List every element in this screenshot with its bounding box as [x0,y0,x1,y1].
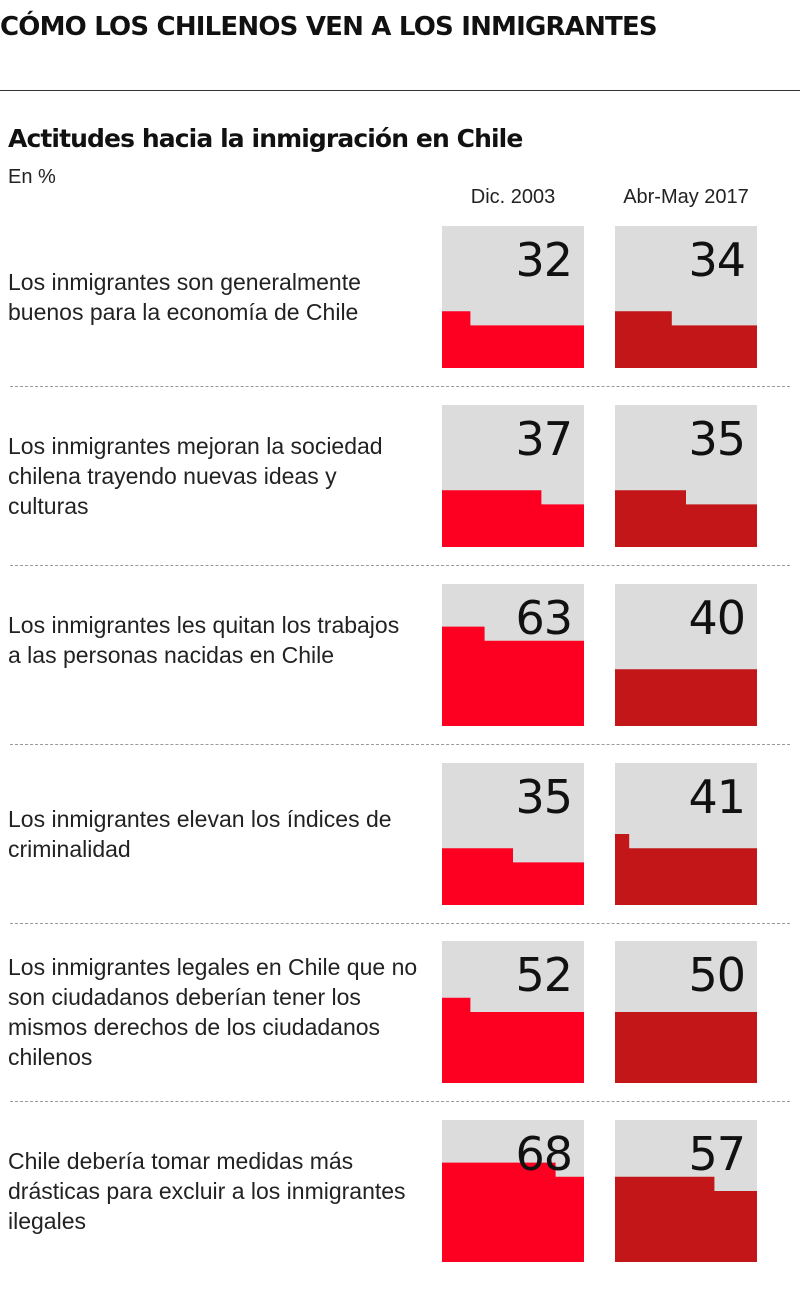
bar-graphic [442,848,584,905]
title-divider [0,90,800,91]
bar-graphic [442,626,584,726]
data-label: 37 [515,412,573,466]
value-cell: 57 [615,1120,757,1262]
row-label: Los inmigrantes son generalmente buenos … [8,269,361,325]
column-header-2003: Dic. 2003 [470,186,556,208]
data-label: 32 [515,233,573,287]
row-divider [10,1101,790,1102]
bar-graphic [615,490,757,547]
data-label: 41 [688,770,746,824]
bar-mark [615,834,757,905]
data-label: 50 [688,948,746,1002]
row-divider [10,565,790,566]
bar-graphic [615,1176,757,1262]
bar-graphic [442,490,584,547]
bar-mark [615,490,757,547]
row-label: Los inmigrantes les quitan los trabajos … [8,612,400,668]
data-label: 34 [688,233,746,287]
bar-graphic [442,997,584,1083]
value-cell: 52 [442,941,584,1083]
bar-mark [615,1176,757,1262]
bar-mark [442,848,584,905]
bar-graphic [442,1162,584,1262]
bar-graphic [615,311,757,368]
row-label: Chile debería tomar medidas más drástica… [8,1148,406,1234]
data-label: 35 [515,770,573,824]
bar-graphic [442,311,584,368]
value-cell: 41 [615,763,757,905]
bar-mark [442,311,584,368]
bar-graphic [615,1012,757,1083]
value-cell: 63 [442,584,584,726]
value-cell: 35 [442,763,584,905]
data-label: 52 [515,948,573,1002]
column-header-2017: Abr-May 2017 [623,186,749,208]
data-label: 68 [515,1127,573,1181]
bar-mark [442,626,584,726]
row-divider [10,923,790,924]
row-label: Los inmigrantes legales en Chile que no … [8,954,418,1070]
value-cell: 37 [442,405,584,547]
bar-mark [442,490,584,547]
value-cell: 68 [442,1120,584,1262]
row-label: Los inmigrantes elevan los índices de cr… [8,806,392,862]
bar-mark [442,1162,584,1262]
unit-label: En % [8,166,56,188]
bar-mark [615,311,757,368]
data-label: 57 [688,1127,746,1181]
bar-graphic [615,834,757,905]
page-title: CÓMO LOS CHILENOS VEN A LOS INMIGRANTES [0,12,658,42]
row-divider [10,744,790,745]
row-divider [10,386,790,387]
bar-mark [615,1012,757,1083]
bar-mark [615,669,757,726]
row-label: Los inmigrantes mejoran la sociedad chil… [8,433,383,519]
value-cell: 50 [615,941,757,1083]
chart-title: Actitudes hacia la inmigración en Chile [8,124,523,153]
bar-mark [442,997,584,1083]
value-cell: 34 [615,226,757,368]
value-cell: 40 [615,584,757,726]
data-label: 63 [515,591,573,645]
value-cell: 35 [615,405,757,547]
data-label: 40 [688,591,746,645]
data-label: 35 [688,412,746,466]
value-cell: 32 [442,226,584,368]
bar-graphic [615,669,757,726]
